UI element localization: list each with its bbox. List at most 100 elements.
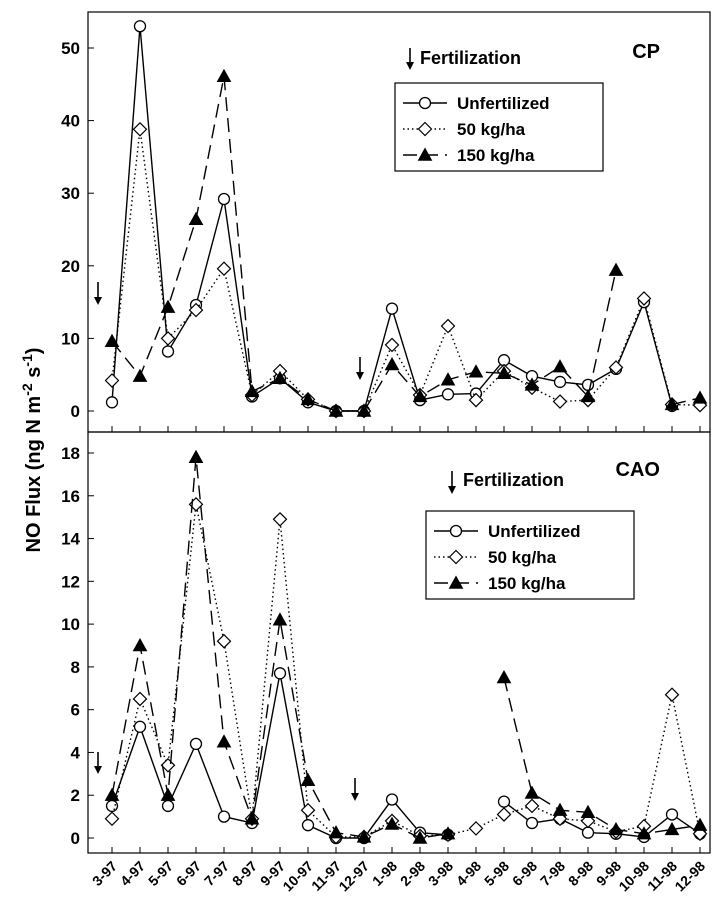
legend: Unfertilized 50 kg/ha 150 kg/ha [394,82,604,172]
triangle-marker [384,816,400,830]
y-axis-label-end: ) [23,348,45,355]
plot-frame [87,431,711,854]
circle-marker [217,810,231,823]
diamond-marker [104,811,120,827]
y-tick-label: 10 [61,615,80,634]
circle-marker [449,524,463,538]
chart-panel-cao: 0 2 4 6 8 10 12 14 16 18 CAO Fertilization Unfertili… [61,431,711,854]
triangle-marker [692,817,708,831]
triangle-marker [552,359,568,373]
triangle-marker [608,262,624,276]
triangle-marker [104,787,120,801]
triangle-marker [244,383,260,398]
y-tick-label: 30 [61,184,80,203]
series-line [111,673,449,839]
series-150-kg-ha [104,449,708,844]
y-tick-label: 6 [71,701,80,720]
legend-label: Unfertilized [488,522,581,541]
series-line [111,129,701,412]
x-tick-label: 7-98 [537,858,568,889]
triangle-marker [417,147,433,161]
chart-panel-cp: 0 10 20 30 40 50 CP Fertilization Unfertilized 50… [61,11,711,433]
circle-marker [133,720,147,733]
x-tick-label: 5-98 [481,858,512,889]
triangle-marker [580,388,596,403]
diamond-marker [160,331,176,346]
triangle-marker [608,821,624,836]
panel-title: CP [632,41,660,63]
circle-marker [385,793,399,806]
y-axis-label-exp2: -1 [19,354,35,367]
circle-marker [441,388,455,401]
triangle-marker [496,365,512,379]
triangle-marker [300,391,316,406]
legend-label: 150 kg/ha [457,146,535,165]
triangle-marker [188,449,204,463]
circle-marker [581,826,595,839]
triangle-marker [328,403,344,417]
triangle-marker [636,826,652,840]
series-line [503,677,701,835]
y-tick-label: 50 [61,39,80,58]
y-tick-label: 0 [71,829,80,848]
fertilization-label: Fertilization [420,48,521,68]
x-tick-label: 2-98 [397,858,428,889]
y-tick-label: 16 [61,487,80,506]
circle-marker [497,795,511,808]
triangle-marker [216,68,232,83]
circle-marker [161,799,175,813]
triangle-marker [356,403,372,417]
triangle-marker [384,357,400,371]
triangle-marker [412,830,428,844]
circle-marker [665,808,679,821]
triangle-marker [188,211,204,226]
diamond-marker [300,802,316,818]
diamond-marker [448,549,464,565]
diamond-marker [440,318,456,334]
triangle-marker [524,785,540,799]
triangle-marker [272,612,288,626]
triangle-marker [160,299,176,313]
triangle-marker [300,772,316,786]
y-tick-label: 2 [71,786,80,805]
x-tick-label: 11-97 [308,858,344,894]
triangle-marker [664,396,680,411]
y-tick-label: 4 [71,743,81,762]
series-line [111,504,701,838]
x-tick-label: 4-98 [453,858,484,889]
y-tick-label: 10 [61,329,80,348]
x-tick-label: 12-98 [671,858,708,895]
x-tick-label: 4-97 [117,858,148,889]
triangle-marker [216,734,232,748]
diamond-marker [132,691,148,707]
diamond-marker [104,373,120,388]
circle-marker [161,345,175,358]
triangle-marker [524,377,540,391]
fertilization-arrow-head [94,766,102,774]
triangle-marker [580,804,596,819]
x-tick-label: 1-98 [369,858,400,889]
triangle-marker [356,829,372,843]
diamond-marker [468,821,484,836]
diamond-marker [468,392,484,408]
legend-label: 50 kg/ha [457,120,526,139]
fertilization-arrow-head [94,297,102,305]
diamond-marker [272,511,288,527]
y-tick-label: 40 [61,112,80,131]
diamond-marker [496,807,512,822]
x-tick-label: 7-97 [201,858,232,889]
triangle-marker [272,370,288,385]
diamond-marker [132,121,148,137]
triangle-marker [244,811,260,825]
fertilization-arrow-head [351,793,359,801]
panel-title: CAO [616,459,660,481]
y-tick-label: 18 [61,444,80,463]
y-tick-label: 8 [71,658,80,677]
diamond-marker [636,291,652,306]
triangle-marker [552,802,568,816]
circle-marker [105,799,119,813]
triangle-marker [496,670,512,684]
y-axis-label: NO Flux (ng N m-2 s-1) [19,348,45,553]
triangle-marker [440,826,456,840]
